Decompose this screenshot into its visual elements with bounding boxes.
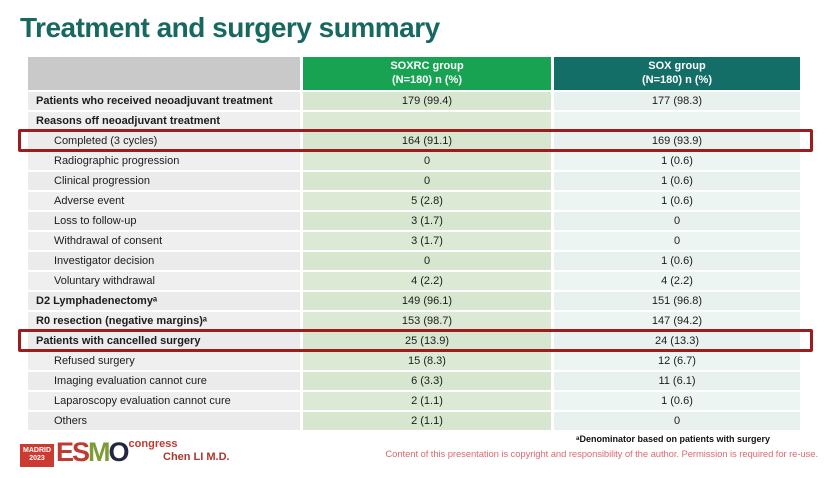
soxrc-value: [303, 112, 551, 130]
sox-value: 1 (0.6): [554, 172, 800, 190]
soxrc-value: 25 (13.9): [303, 332, 551, 350]
soxrc-value: 2 (1.1): [303, 392, 551, 410]
sox-value: 12 (6.7): [554, 352, 800, 370]
row-label: Others: [28, 412, 300, 430]
soxrc-group-name: SOXRC group: [390, 59, 464, 72]
table-row: D2 Lymphadenectomyᵃ 149 (96.1) 151 (96.8): [28, 292, 800, 310]
soxrc-value: 0: [303, 172, 551, 190]
sox-value: 24 (13.3): [554, 332, 800, 350]
madrid-2023-badge: MADRID 2023: [20, 444, 54, 467]
row-label: Withdrawal of consent: [28, 232, 300, 250]
sox-value: 1 (0.6): [554, 392, 800, 410]
sox-group-name: SOX group: [648, 59, 706, 72]
soxrc-value: 3 (1.7): [303, 212, 551, 230]
esmo-congress-logo: MADRID 2023 ESMO congress: [20, 437, 177, 467]
table-row: Refused surgery 15 (8.3) 12 (6.7): [28, 352, 800, 370]
table-row: Others 2 (1.1) 0: [28, 412, 800, 430]
row-label: Reasons off neoadjuvant treatment: [28, 112, 300, 130]
table-row: Voluntary withdrawal 4 (2.2) 4 (2.2): [28, 272, 800, 290]
soxrc-value: 0: [303, 252, 551, 270]
summary-table: SOXRC group (N=180) n (%) SOX group (N=1…: [18, 57, 813, 432]
soxrc-value: 3 (1.7): [303, 232, 551, 250]
table-header-row: SOXRC group (N=180) n (%) SOX group (N=1…: [28, 57, 800, 90]
sox-value: 0: [554, 412, 800, 430]
row-label: Patients who received neoadjuvant treatm…: [28, 92, 300, 110]
row-label: Voluntary withdrawal: [28, 272, 300, 290]
row-label: Adverse event: [28, 192, 300, 210]
soxrc-value: 2 (1.1): [303, 412, 551, 430]
table-row: Reasons off neoadjuvant treatment: [28, 112, 800, 130]
sox-value: [554, 112, 800, 130]
table-row: Loss to follow-up 3 (1.7) 0: [28, 212, 800, 230]
table-row: Withdrawal of consent 3 (1.7) 0: [28, 232, 800, 250]
row-label: Refused surgery: [28, 352, 300, 370]
soxrc-value: 153 (98.7): [303, 312, 551, 330]
sox-value: 169 (93.9): [554, 132, 800, 150]
header-cell-empty: [28, 57, 300, 90]
table-row: Radiographic progression 0 1 (0.6): [28, 152, 800, 170]
soxrc-value: 179 (99.4): [303, 92, 551, 110]
soxrc-group-sub: (N=180) n (%): [392, 73, 462, 86]
esmo-wordmark: ESMO: [56, 437, 130, 467]
row-label: D2 Lymphadenectomyᵃ: [28, 292, 300, 310]
sox-value: 0: [554, 232, 800, 250]
table-row: Investigator decision 0 1 (0.6): [28, 252, 800, 270]
footnote: ᵃDenominator based on patients with surg…: [576, 434, 770, 444]
congress-label: congress: [128, 438, 178, 450]
sox-value: 151 (96.8): [554, 292, 800, 310]
row-label: Completed (3 cycles): [28, 132, 300, 150]
row-label: Investigator decision: [28, 252, 300, 270]
page-title: Treatment and surgery summary: [20, 12, 440, 43]
sox-value: 177 (98.3): [554, 92, 800, 110]
row-label: R0 resection (negative margins)ᵃ: [28, 312, 300, 330]
sox-value: 1 (0.6): [554, 252, 800, 270]
table-row: R0 resection (negative margins)ᵃ 153 (98.…: [28, 312, 800, 330]
soxrc-value: 164 (91.1): [303, 132, 551, 150]
table-body: Patients who received neoadjuvant treatm…: [18, 92, 813, 430]
row-label: Radiographic progression: [28, 152, 300, 170]
soxrc-value: 4 (2.2): [303, 272, 551, 290]
logo-year: 2023: [29, 455, 45, 463]
row-label: Loss to follow-up: [28, 212, 300, 230]
soxrc-value: 5 (2.8): [303, 192, 551, 210]
soxrc-value: 149 (96.1): [303, 292, 551, 310]
header-cell-sox: SOX group (N=180) n (%): [554, 57, 800, 90]
soxrc-value: 15 (8.3): [303, 352, 551, 370]
copyright-notice: Content of this presentation is copyrigh…: [385, 449, 818, 460]
table-row: Imaging evaluation cannot cure 6 (3.3) 11 …: [28, 372, 800, 390]
table-row: Laparoscopy evaluation cannot cure 2 (1.1…: [28, 392, 800, 410]
row-label: Patients with cancelled surgery: [28, 332, 300, 350]
sox-value: 0: [554, 212, 800, 230]
table-row: Completed (3 cycles) 164 (91.1) 169 (93.9): [18, 129, 813, 152]
author-name: Chen LI M.D.: [163, 451, 230, 463]
sox-value: 1 (0.6): [554, 152, 800, 170]
table-row: Clinical progression 0 1 (0.6): [28, 172, 800, 190]
table-row: Patients with cancelled surgery 25 (13.9)…: [18, 329, 813, 352]
row-label: Imaging evaluation cannot cure: [28, 372, 300, 390]
table-row: Patients who received neoadjuvant treatm…: [28, 92, 800, 110]
soxrc-value: 6 (3.3): [303, 372, 551, 390]
logo-city: MADRID: [23, 447, 51, 454]
header-cell-soxrc: SOXRC group (N=180) n (%): [303, 57, 551, 90]
sox-value: 1 (0.6): [554, 192, 800, 210]
row-label: Laparoscopy evaluation cannot cure: [28, 392, 300, 410]
row-label: Clinical progression: [28, 172, 300, 190]
sox-value: 4 (2.2): [554, 272, 800, 290]
sox-group-sub: (N=180) n (%): [642, 73, 712, 86]
soxrc-value: 0: [303, 152, 551, 170]
sox-value: 11 (6.1): [554, 372, 800, 390]
sox-value: 147 (94.2): [554, 312, 800, 330]
table-row: Adverse event 5 (2.8) 1 (0.6): [28, 192, 800, 210]
